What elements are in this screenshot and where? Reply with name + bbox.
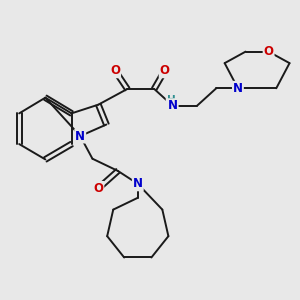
Text: O: O: [110, 64, 120, 77]
Text: N: N: [133, 177, 143, 190]
Text: N: N: [233, 82, 243, 95]
Text: O: O: [93, 182, 103, 195]
Text: N: N: [75, 130, 85, 142]
Text: N: N: [168, 99, 178, 112]
Text: O: O: [264, 45, 274, 58]
Text: O: O: [160, 64, 170, 77]
Text: H: H: [167, 95, 175, 106]
